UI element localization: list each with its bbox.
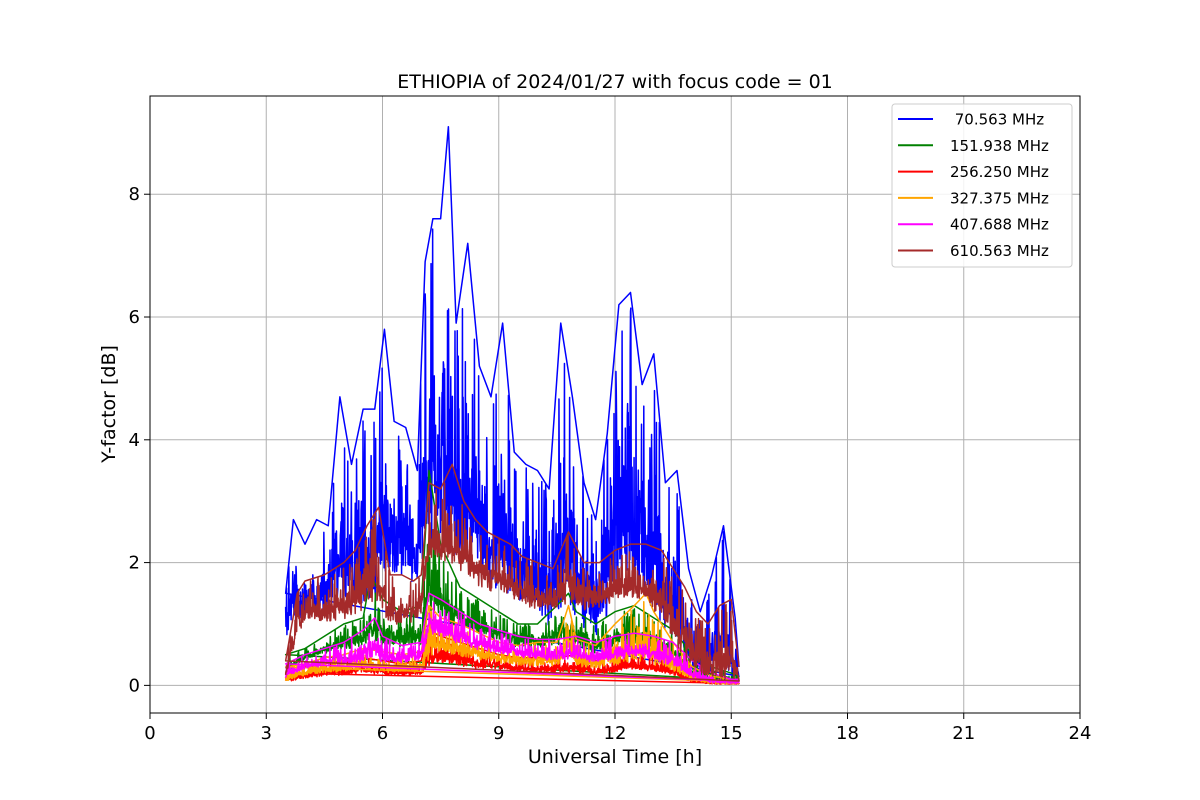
series-line: [284, 463, 740, 682]
x-tick-label: 24: [1069, 723, 1092, 744]
x-tick-label: 9: [493, 723, 504, 744]
legend-entry-label: 610.563 MHz: [950, 242, 1049, 260]
x-tick-label: 21: [952, 723, 975, 744]
y-tick-label: 6: [129, 307, 140, 328]
y-axis-label: Y-factor [dB]: [98, 345, 120, 464]
x-tick-label: 0: [144, 723, 155, 744]
y-tick-label: 8: [129, 184, 140, 205]
legend-entry-label: 151.938 MHz: [950, 137, 1049, 155]
y-tick-label: 0: [129, 675, 140, 696]
chart-title: ETHIOPIA of 2024/01/27 with focus code =…: [397, 71, 833, 93]
series-line: [284, 592, 740, 685]
legend-entry-label: 256.250 MHz: [950, 163, 1049, 181]
x-tick-label: 6: [377, 723, 388, 744]
legend-box: [891, 103, 1073, 268]
x-tick-label: 3: [261, 723, 272, 744]
legend-entry-label: 407.688 MHz: [950, 216, 1049, 234]
legend: 70.563 MHz 151.938 MHz 256.250 MHz 327.375 …: [891, 103, 1073, 268]
series-layer: [284, 125, 740, 685]
x-tick-label: 18: [836, 723, 859, 744]
y-tick-label: 2: [129, 553, 140, 574]
legend-entry-label: 70.563 MHz: [950, 111, 1044, 129]
legend-entry-label: 327.375 MHz: [950, 189, 1049, 207]
x-tick-label: 15: [720, 723, 743, 744]
y-tick-label: 4: [129, 430, 140, 451]
x-axis-label: Universal Time [h]: [528, 746, 702, 768]
x-tick-label: 12: [604, 723, 627, 744]
